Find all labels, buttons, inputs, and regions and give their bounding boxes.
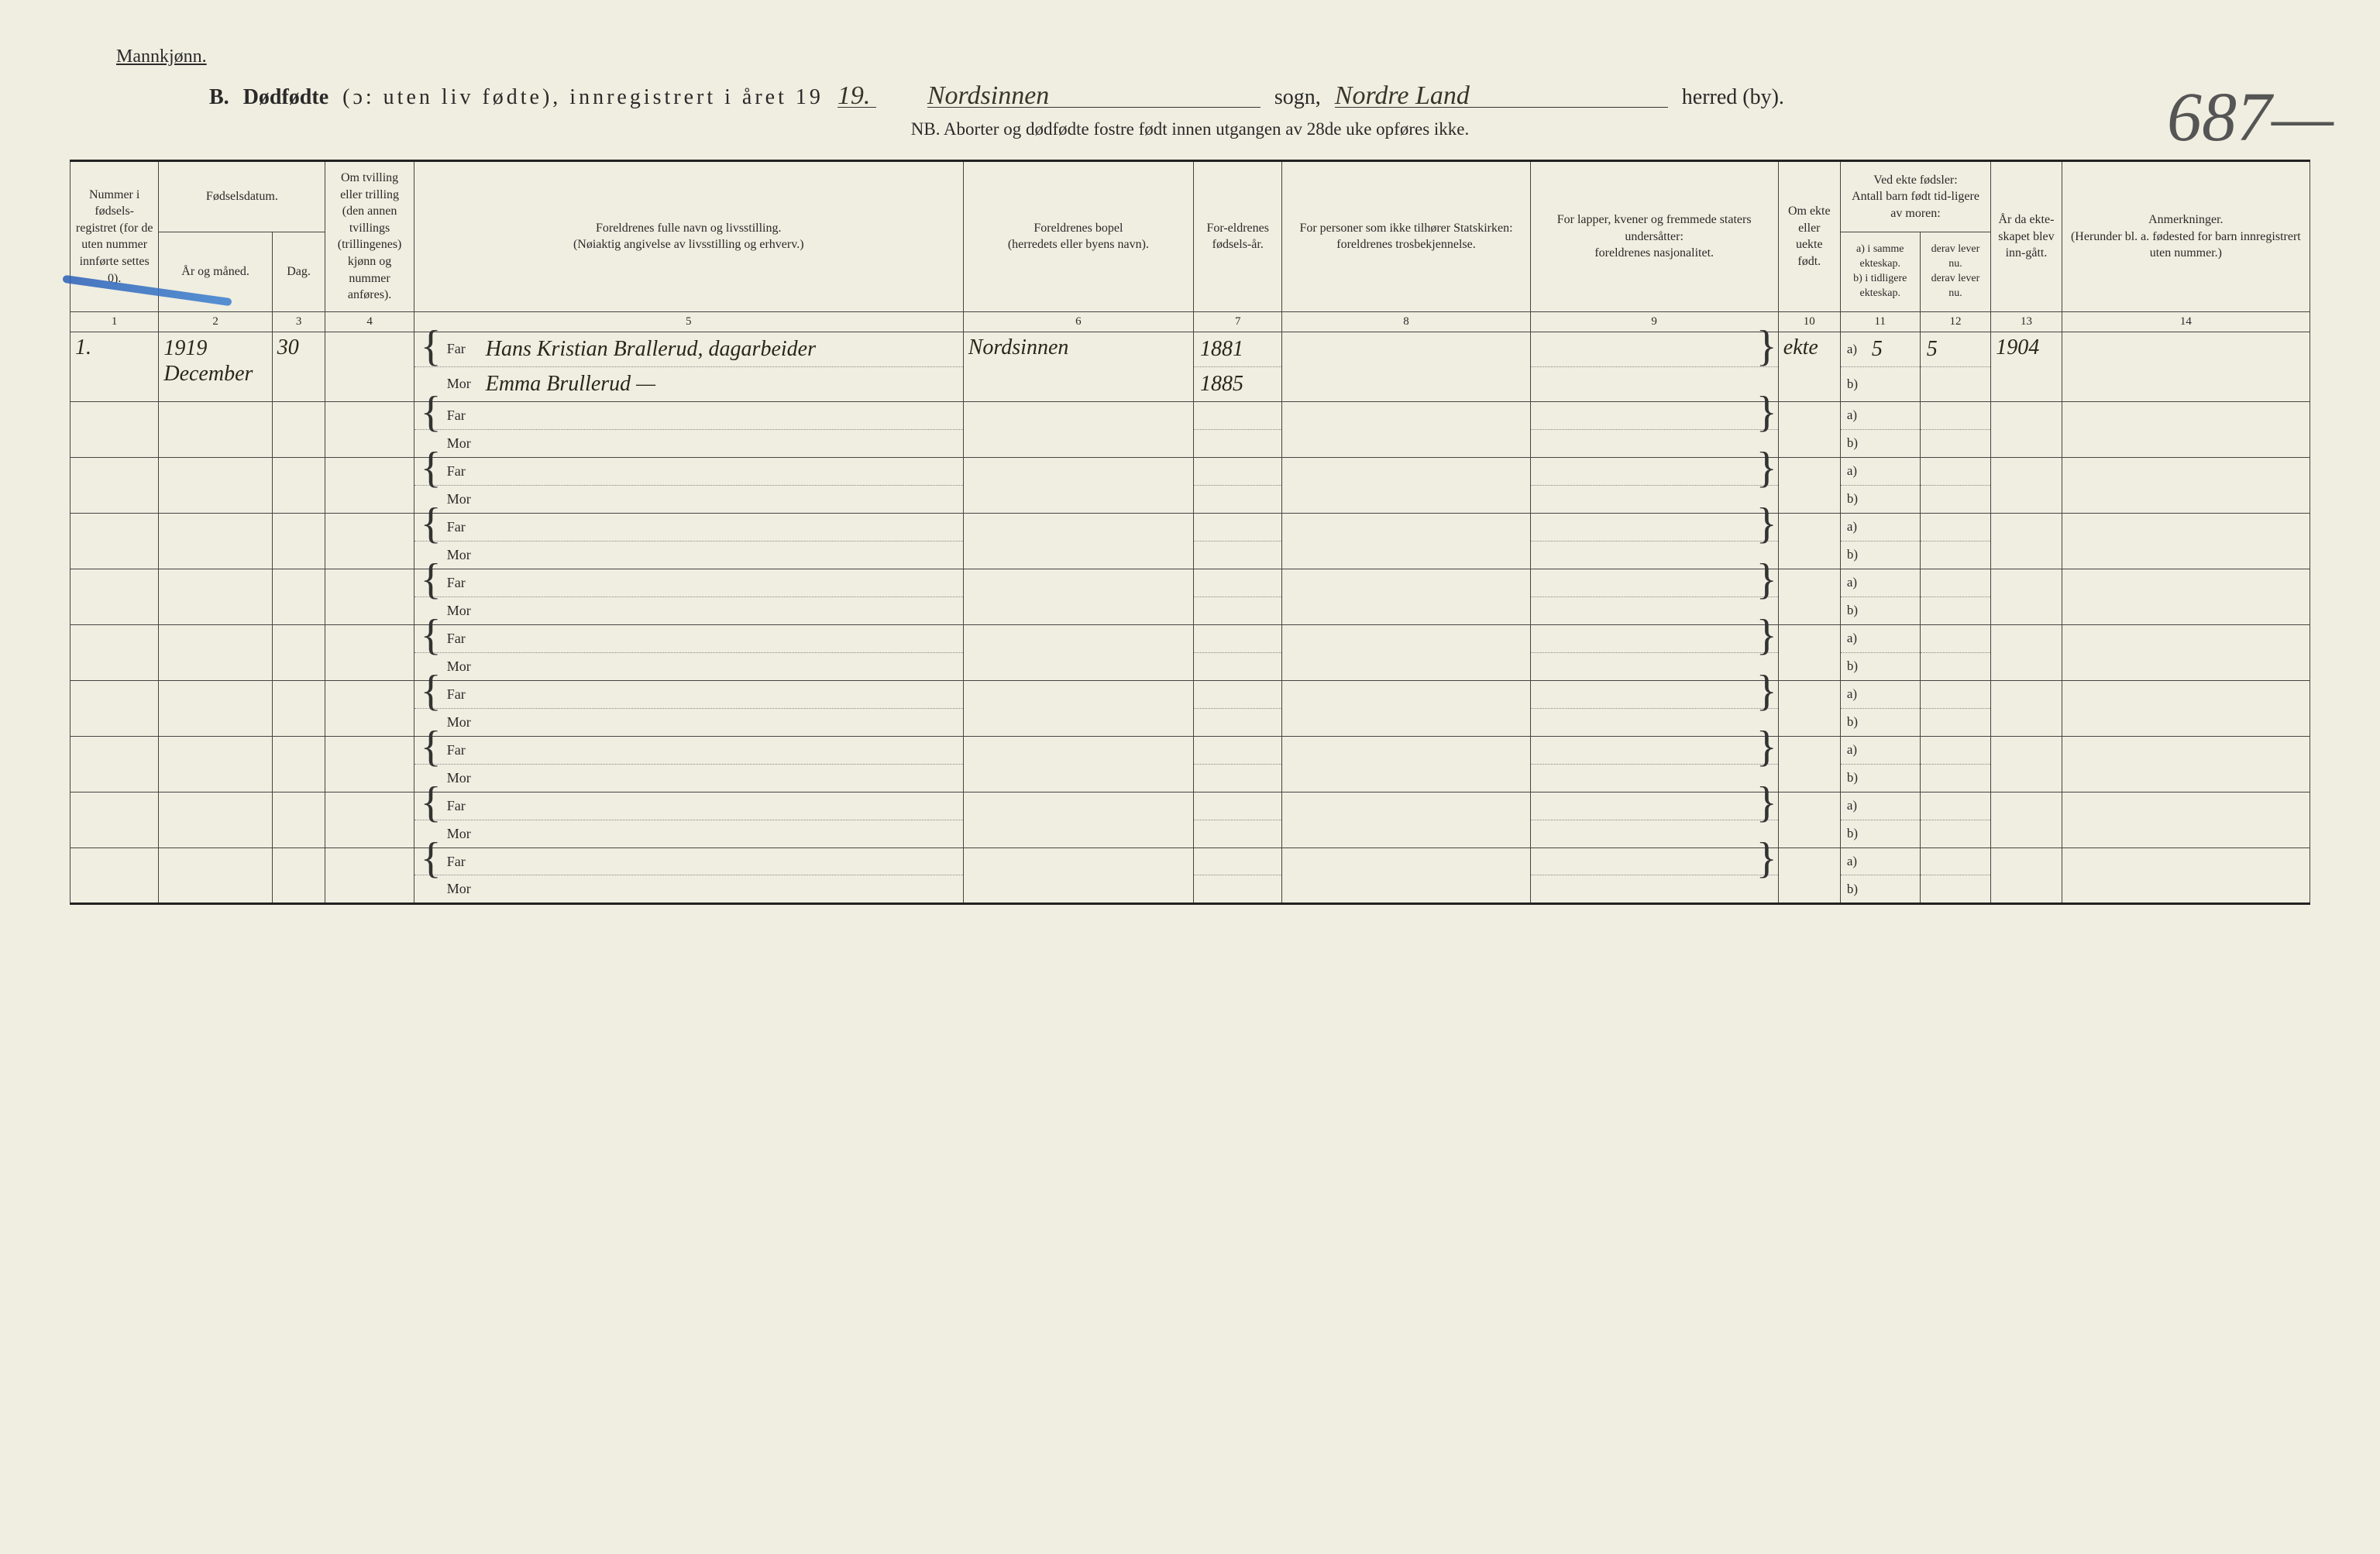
gender-label: Mannkjønn. [116,46,2310,67]
row-number: 1. [75,335,91,359]
far-label: Far [447,742,475,758]
far-label: Far [447,798,475,814]
mor-label: Mor [447,826,475,842]
far-label: Far [447,854,475,870]
far-label: Far [447,407,475,424]
far-year: 1881 [1200,337,1243,362]
b-label: b) [1847,435,1861,451]
a-lever: 5 [1927,337,1938,362]
b-label: b) [1847,491,1861,507]
header-col11a: a) i samme ekteskap. b) i tidligere ekte… [1840,232,1920,312]
far-label: Far [447,463,475,480]
header-col12: derav lever nu. derav lever nu. [1920,232,1990,312]
header-col13: År da ekte-skapet blev inn-gått. [1991,161,2062,312]
b-label: b) [1847,658,1861,674]
mor-name: Emma Brullerud — [486,372,655,397]
nb-instruction: NB. Aborter og dødfødte fostre født inne… [70,119,2310,139]
register-page: Mannkjønn. B. Dødfødte (ɔ: uten liv født… [70,46,2310,905]
b-label: b) [1847,714,1861,730]
table-row: 1. 1919 December 30 Far Hans Kristian Bralle… [71,332,2310,401]
b-label: b) [1847,882,1861,897]
mor-label: Mor [447,435,475,452]
table-row: Far Mor a) b) [71,624,2310,680]
a-label: a) [1847,407,1861,423]
table-row: Far Mor a) b) [71,680,2310,736]
far-label: Far [447,686,475,703]
herred-label: herred (by). [1682,85,1784,110]
b-label: b) [1847,547,1861,562]
row-ekte: ekte [1783,335,1818,359]
header-col6: Foreldrenes bopel (herredets eller byens… [963,161,1193,312]
header-col8: For personer som ikke tilhører Statskirk… [1282,161,1530,312]
mor-label: Mor [447,603,475,619]
far-label: Far [447,631,475,647]
header-col9: For lapper, kvener og fremmede staters u… [1530,161,1778,312]
table-row: Far Mor a) b) [71,847,2310,903]
a-label: a) [1847,342,1861,357]
a-label: a) [1847,686,1861,702]
a-label: a) [1847,575,1861,590]
a-label: a) [1847,519,1861,535]
a-label: a) [1847,798,1861,813]
table-body: 1. 1919 December 30 Far Hans Kristian Bralle… [71,332,2310,903]
header-col4: Om tvilling eller trilling (den annen tv… [325,161,414,312]
header-col7: For-eldrenes fødsels-år. [1194,161,1282,312]
b-label: b) [1847,603,1861,618]
mor-label: Mor [447,881,475,897]
far-label: Far [447,575,475,591]
title-prefix: B. [209,85,229,110]
page-title-row: B. Dødfødte (ɔ: uten liv fødte), innregi… [209,81,2310,110]
table-row: Far Mor a) b) [71,736,2310,792]
far-name: Hans Kristian Brallerud, dagarbeider [486,337,816,362]
mor-year: 1885 [1200,372,1243,397]
table-row: Far Mor a) b) [71,569,2310,624]
a-label: a) [1847,463,1861,479]
mor-label: Mor [447,770,475,786]
table-row: Far Mor a) b) [71,401,2310,457]
table-row: Far Mor a) b) [71,513,2310,569]
b-label: b) [1847,826,1861,841]
header-col3-sub2: Dag. [272,232,325,312]
row-yearmonth: 1919 December [163,335,267,387]
herred-handwritten: Nordre Land [1335,81,1470,110]
mor-label: Mor [447,714,475,731]
column-number-row: 1 2 3 4 5 6 7 8 9 10 11 12 13 14 [71,311,2310,332]
year-married: 1904 [1996,335,2039,359]
mor-label: Mor [447,658,475,675]
a-label: a) [1847,631,1861,646]
header-col10: Om ekte eller uekte født. [1778,161,1840,312]
sogn-label: sogn, [1274,85,1321,110]
title-main: Dødfødte [243,85,328,110]
header-col5: Foreldrenes fulle navn og livsstilling. … [414,161,963,312]
title-paren: (ɔ: uten liv fødte), innregistrert i åre… [342,85,824,110]
far-label: Far [447,519,475,535]
page-number-handwritten: 687— [2167,77,2334,157]
sogn-handwritten: Nordsinnen [927,81,1049,110]
table-header: Nummer i fødsels-registret (for de uten … [71,161,2310,332]
year-handwritten: 19. [837,81,871,110]
register-table: Nummer i fødsels-registret (for de uten … [70,160,2310,905]
row-day: 30 [277,335,299,359]
mor-label: Mor [447,547,475,563]
header-col11-top: Ved ekte fødsler: Antall barn født tid-l… [1840,161,1990,232]
table-row: Far Mor a) b) [71,457,2310,513]
b-label: b) [1847,376,1861,392]
header-col2-top: Fødselsdatum. [159,161,325,232]
header-col14: Anmerkninger. (Herunder bl. a. fødested … [2062,161,2309,312]
table-row: Far Mor a) b) [71,792,2310,847]
far-label: Far [447,341,475,357]
a-label: a) [1847,742,1861,758]
mor-label: Mor [447,376,475,392]
a-value: 5 [1872,337,1883,362]
mor-label: Mor [447,491,475,507]
row-bopel: Nordsinnen [968,335,1069,359]
b-label: b) [1847,770,1861,786]
a-label: a) [1847,854,1861,869]
